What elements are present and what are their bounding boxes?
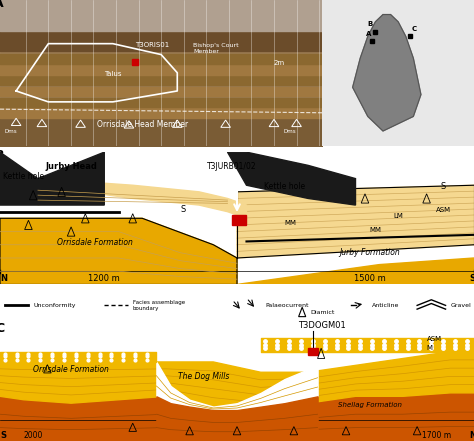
Text: ASM: ASM bbox=[427, 336, 442, 342]
Polygon shape bbox=[0, 152, 104, 205]
Text: N: N bbox=[469, 430, 474, 440]
Text: Palaeocurrent: Palaeocurrent bbox=[265, 303, 309, 308]
Text: T3JURB01/02: T3JURB01/02 bbox=[208, 162, 257, 171]
Text: 1200 m: 1200 m bbox=[89, 274, 120, 283]
Text: MM: MM bbox=[284, 220, 296, 226]
Text: 2m: 2m bbox=[274, 60, 285, 67]
Text: B: B bbox=[0, 149, 5, 162]
Text: T3ORIS01: T3ORIS01 bbox=[136, 42, 170, 49]
Text: Dms: Dms bbox=[5, 129, 18, 134]
Text: B: B bbox=[368, 21, 373, 27]
Text: A: A bbox=[0, 0, 3, 10]
Polygon shape bbox=[237, 185, 474, 258]
Polygon shape bbox=[237, 258, 474, 284]
Text: C: C bbox=[412, 26, 417, 32]
Polygon shape bbox=[38, 182, 246, 218]
Text: Orrisdale Head Member: Orrisdale Head Member bbox=[97, 120, 188, 129]
Text: MM: MM bbox=[370, 227, 382, 232]
Text: Kettle hole: Kettle hole bbox=[264, 182, 305, 191]
Text: 2000: 2000 bbox=[24, 430, 43, 440]
Text: 1500 m: 1500 m bbox=[354, 274, 385, 283]
Text: S: S bbox=[441, 182, 446, 191]
Text: Jurby Formation: Jurby Formation bbox=[339, 248, 400, 257]
Text: Gravel: Gravel bbox=[450, 303, 471, 308]
Text: N: N bbox=[0, 274, 7, 283]
Text: S: S bbox=[0, 430, 6, 440]
Text: 1700 m: 1700 m bbox=[421, 430, 451, 440]
Text: ASM: ASM bbox=[436, 207, 451, 213]
Text: Jurby Head: Jurby Head bbox=[45, 162, 97, 171]
Text: Shellag Formation: Shellag Formation bbox=[337, 401, 402, 407]
Polygon shape bbox=[353, 15, 421, 131]
Text: LM: LM bbox=[393, 213, 403, 219]
Text: Talus: Talus bbox=[104, 71, 121, 78]
Text: Orrisdale Formation: Orrisdale Formation bbox=[57, 238, 133, 247]
Polygon shape bbox=[0, 218, 237, 284]
Polygon shape bbox=[228, 152, 356, 205]
Text: Orrisdale Formation: Orrisdale Formation bbox=[33, 365, 109, 374]
Text: Kettle hole: Kettle hole bbox=[3, 172, 44, 181]
Text: The Dog Mills: The Dog Mills bbox=[178, 372, 229, 381]
Polygon shape bbox=[232, 215, 246, 225]
Text: 1800: 1800 bbox=[284, 430, 303, 440]
Text: 1900: 1900 bbox=[166, 430, 185, 440]
Text: Unconformity: Unconformity bbox=[33, 303, 76, 308]
Text: S: S bbox=[469, 274, 474, 283]
Text: C: C bbox=[0, 322, 4, 335]
Text: Dms: Dms bbox=[283, 129, 296, 134]
Text: T3DOGM01: T3DOGM01 bbox=[299, 321, 346, 329]
Text: A: A bbox=[366, 31, 372, 37]
Text: Bishop's Court
Member: Bishop's Court Member bbox=[193, 43, 239, 54]
Text: Diamict: Diamict bbox=[310, 310, 335, 315]
Text: S: S bbox=[180, 205, 185, 214]
Text: M: M bbox=[427, 344, 433, 351]
Text: Anticline: Anticline bbox=[372, 303, 400, 308]
Text: Facies assemblage
boundary: Facies assemblage boundary bbox=[133, 300, 185, 311]
Polygon shape bbox=[308, 348, 318, 355]
